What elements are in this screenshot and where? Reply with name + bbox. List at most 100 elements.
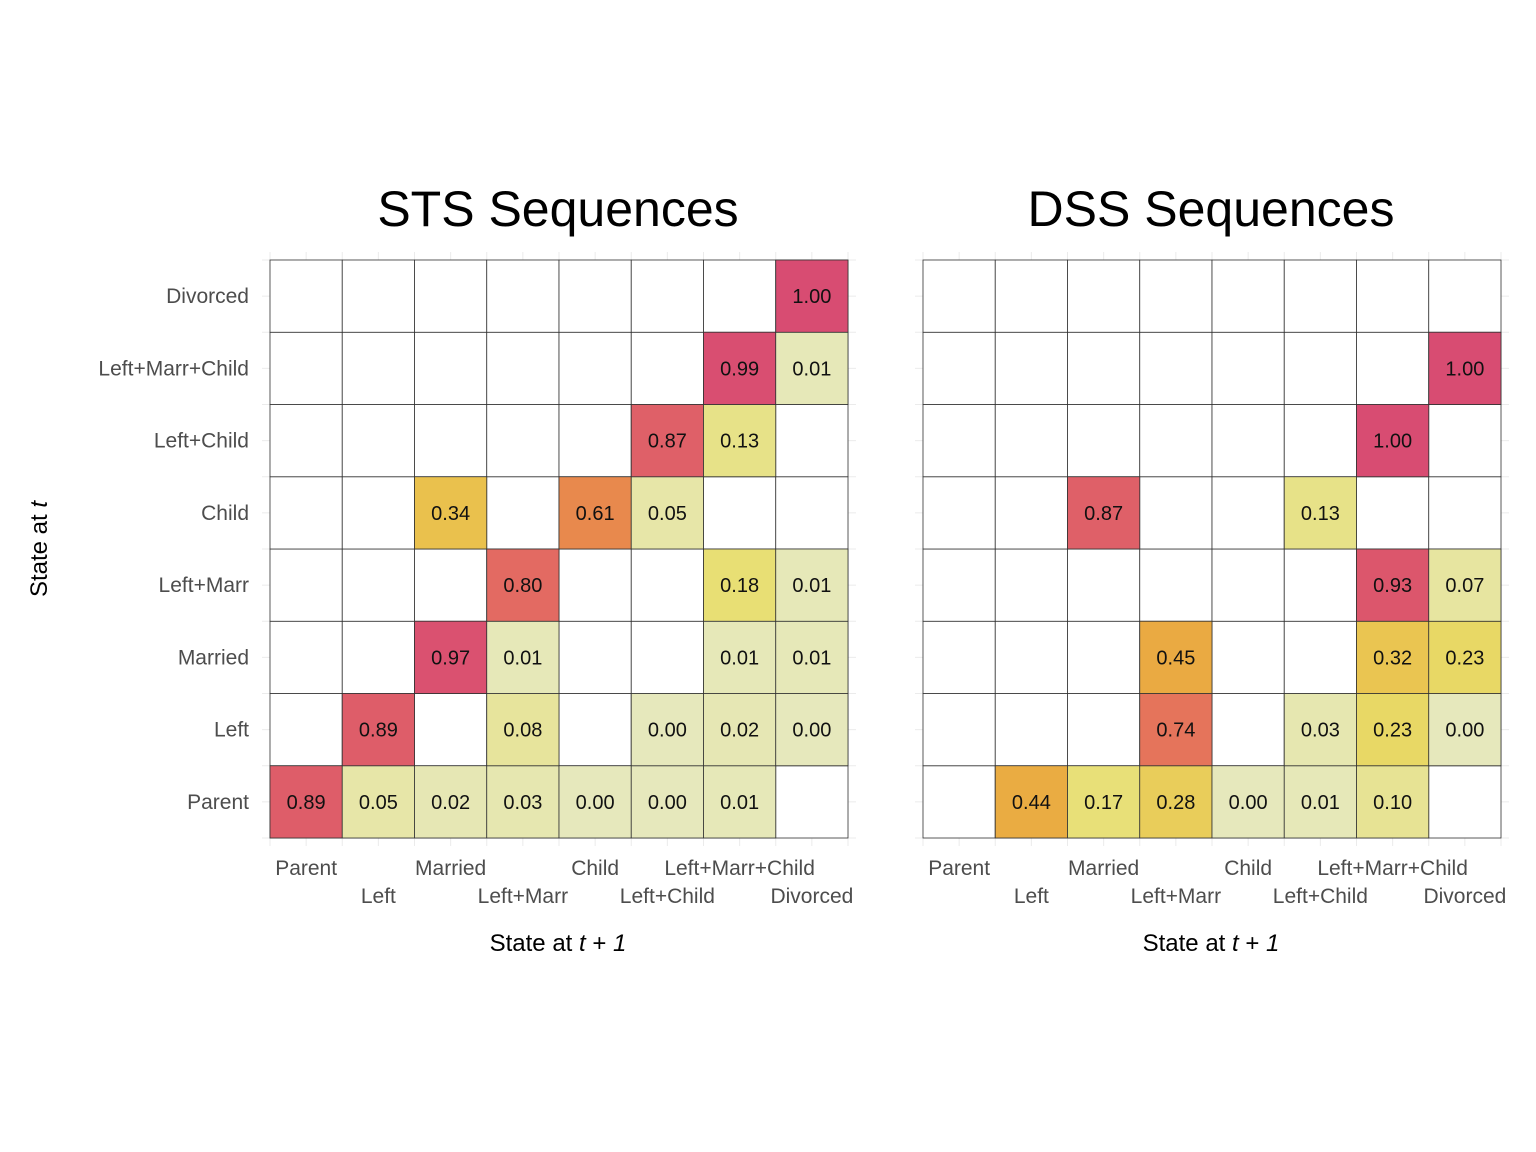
empty-cell bbox=[994, 620, 1068, 694]
heatmap-cell bbox=[1211, 765, 1285, 839]
empty-cell bbox=[994, 259, 1068, 333]
empty-cell bbox=[486, 331, 560, 405]
heatmap-cell bbox=[703, 548, 777, 622]
empty-cell bbox=[922, 259, 996, 333]
cell-value-label: 0.01 bbox=[720, 647, 759, 669]
empty-cell bbox=[1139, 476, 1213, 550]
heatmap-cell bbox=[1428, 548, 1502, 622]
x-tick-label: Left+Marr+Child bbox=[664, 857, 815, 880]
empty-cell bbox=[1356, 620, 1430, 694]
x-axis-label-plus: + bbox=[585, 930, 614, 957]
empty-cell bbox=[269, 404, 343, 478]
empty-cell bbox=[1283, 259, 1357, 333]
empty-cell bbox=[1139, 693, 1213, 767]
empty-cell bbox=[1283, 331, 1357, 405]
empty-cell bbox=[630, 404, 704, 478]
heatmap-cell bbox=[486, 765, 560, 839]
empty-cell bbox=[1067, 331, 1141, 405]
heatmap-cell bbox=[630, 693, 704, 767]
y-tick-label: Left+Marr+Child bbox=[98, 357, 249, 380]
cell-value-label: 0.00 bbox=[576, 792, 615, 814]
cell-value-label: 0.13 bbox=[1301, 503, 1340, 525]
empty-cell bbox=[922, 765, 996, 839]
empty-cell bbox=[1211, 765, 1285, 839]
empty-cell bbox=[341, 476, 415, 550]
cell-value-label: 0.00 bbox=[648, 792, 687, 814]
y-axis-label-sts: State at t bbox=[26, 469, 54, 629]
y-tick-label: Left+Marr bbox=[159, 574, 249, 597]
heatmap-cell bbox=[486, 620, 560, 694]
heatmap-cell bbox=[1139, 765, 1213, 839]
empty-cell bbox=[1283, 693, 1357, 767]
empty-cell bbox=[703, 693, 777, 767]
cell-value-label: 0.34 bbox=[431, 503, 470, 525]
x-axis-label-dss: State at t + 1 bbox=[1061, 930, 1361, 958]
heatmap-cell bbox=[1428, 620, 1502, 694]
empty-cell bbox=[1283, 404, 1357, 478]
cell-value-label: 0.32 bbox=[1373, 647, 1412, 669]
heatmap-cell bbox=[775, 331, 849, 405]
empty-cell bbox=[1067, 620, 1141, 694]
x-tick-label: Left+Marr bbox=[478, 885, 568, 908]
cell-value-label: 0.07 bbox=[1445, 575, 1484, 597]
cell-value-label: 1.00 bbox=[792, 286, 831, 308]
empty-cell bbox=[1356, 693, 1430, 767]
cell-value-label: 0.01 bbox=[503, 647, 542, 669]
heatmap-cell bbox=[703, 765, 777, 839]
empty-cell bbox=[703, 765, 777, 839]
cell-value-label: 0.13 bbox=[720, 431, 759, 453]
heatmap-cell bbox=[1356, 693, 1430, 767]
cell-value-label: 0.44 bbox=[1012, 792, 1051, 814]
heatmap-cell bbox=[775, 259, 849, 333]
empty-cell bbox=[703, 476, 777, 550]
empty-cell bbox=[994, 404, 1068, 478]
x-axis-label-sts: State at t + 1 bbox=[408, 930, 708, 958]
cell-value-label: 0.00 bbox=[1445, 720, 1484, 742]
empty-cell bbox=[1428, 620, 1502, 694]
empty-cell bbox=[1283, 765, 1357, 839]
cell-value-label: 0.10 bbox=[1373, 792, 1412, 814]
cell-value-label: 0.23 bbox=[1445, 647, 1484, 669]
empty-cell bbox=[414, 765, 488, 839]
heatmap-cell bbox=[414, 620, 488, 694]
empty-cell bbox=[630, 548, 704, 622]
empty-cell bbox=[922, 548, 996, 622]
empty-cell bbox=[775, 548, 849, 622]
cell-value-label: 0.80 bbox=[503, 575, 542, 597]
y-tick-label: Parent bbox=[187, 791, 249, 814]
empty-cell bbox=[1139, 620, 1213, 694]
empty-cell bbox=[1067, 476, 1141, 550]
empty-cell bbox=[486, 476, 560, 550]
empty-cell bbox=[1428, 548, 1502, 622]
cell-value-label: 0.45 bbox=[1156, 647, 1195, 669]
cell-value-label: 0.87 bbox=[648, 431, 687, 453]
empty-cell bbox=[922, 404, 996, 478]
empty-cell bbox=[1356, 259, 1430, 333]
empty-cell bbox=[414, 404, 488, 478]
cell-value-label: 1.00 bbox=[1373, 431, 1412, 453]
heatmap-cell bbox=[1356, 404, 1430, 478]
empty-cell bbox=[1428, 331, 1502, 405]
cell-value-label: 0.02 bbox=[720, 720, 759, 742]
heatmap-cell bbox=[630, 765, 704, 839]
empty-cell bbox=[341, 259, 415, 333]
empty-cell bbox=[486, 548, 560, 622]
heatmap-cell bbox=[486, 548, 560, 622]
empty-cell bbox=[775, 693, 849, 767]
empty-cell bbox=[558, 548, 632, 622]
cell-value-label: 0.05 bbox=[359, 792, 398, 814]
empty-cell bbox=[486, 693, 560, 767]
empty-cell bbox=[1428, 476, 1502, 550]
empty-cell bbox=[341, 693, 415, 767]
empty-cell bbox=[269, 331, 343, 405]
cell-value-label: 0.61 bbox=[576, 503, 615, 525]
empty-cell bbox=[1067, 259, 1141, 333]
x-tick-label: Left+Marr bbox=[1131, 885, 1221, 908]
empty-cell bbox=[341, 404, 415, 478]
empty-cell bbox=[1211, 259, 1285, 333]
heatmap-cell bbox=[1428, 693, 1502, 767]
empty-cell bbox=[994, 476, 1068, 550]
cell-value-label: 0.03 bbox=[503, 792, 542, 814]
heatmap-cell bbox=[1283, 693, 1357, 767]
